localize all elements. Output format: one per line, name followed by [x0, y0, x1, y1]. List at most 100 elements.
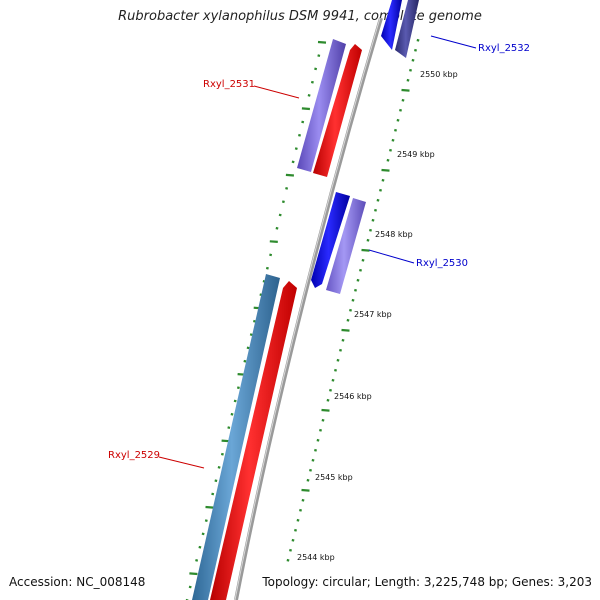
kbp-label-2548: 2548 kbp: [375, 230, 413, 239]
outer-ring-tick: [371, 218, 375, 222]
outer-ring-tick: [391, 138, 395, 142]
callout-rxyl-2531: [253, 85, 300, 99]
gene-rxyl-2530-arrow[interactable]: [311, 192, 350, 288]
outer-ring-tick: [361, 248, 370, 252]
inner-ring-tick: [246, 346, 250, 350]
outer-ring-tick: [414, 48, 417, 52]
outer-ring-tick: [381, 178, 385, 182]
topology-text: Topology: circular; Length: 3,225,748 bp…: [262, 575, 592, 589]
gene-rxyl-2529-arrow[interactable]: [210, 281, 297, 600]
inner-ring-tick: [301, 107, 310, 111]
inner-ring-tick: [189, 572, 198, 576]
outer-ring-tick: [311, 458, 315, 462]
outer-ring-tick: [341, 328, 350, 332]
outer-ring-tick: [349, 308, 352, 312]
outer-ring-tick: [376, 198, 380, 202]
inner-ring-tick: [275, 226, 279, 230]
gene-rxyl-2530[interactable]: [311, 192, 366, 294]
kbp-label-2544: 2544 kbp: [297, 553, 335, 562]
gene-label-rxyl-2529[interactable]: Rxyl_2529: [108, 450, 160, 461]
gene-rxyl-2531-arrow[interactable]: [313, 44, 362, 177]
inner-ring-tick: [269, 253, 273, 257]
outer-ring-tick: [321, 408, 330, 412]
tick-ring-outer: [286, 38, 420, 562]
outer-ring-tick: [341, 338, 345, 342]
outer-ring-tick: [286, 558, 290, 562]
callout-rxyl-2532: [430, 35, 477, 49]
outer-ring-tick: [374, 208, 377, 212]
inner-ring-tick: [265, 266, 269, 270]
outer-ring-tick: [389, 148, 392, 152]
outer-ring-tick: [394, 128, 397, 132]
inner-ring-tick: [201, 532, 205, 536]
gene-rxyl-2532[interactable]: [381, 0, 419, 58]
gene-rxyl-2532-companion[interactable]: [395, 0, 419, 58]
inner-ring-tick: [211, 492, 215, 496]
outer-ring-tick: [386, 158, 390, 162]
outer-ring-tick: [326, 398, 330, 402]
inner-ring-tick: [233, 399, 237, 403]
inner-ring-tick: [285, 187, 289, 190]
outer-ring-tick: [339, 348, 342, 352]
backbone-line: [234, 17, 383, 600]
gene-rxyl-2529[interactable]: [192, 274, 297, 600]
gene-label-rxyl-2530[interactable]: Rxyl_2530: [416, 258, 468, 269]
outer-ring-tick: [406, 78, 410, 82]
inner-ring-tick: [236, 386, 240, 390]
outer-ring-tick: [399, 108, 402, 112]
outer-ring-tick: [334, 368, 337, 372]
outer-ring-tick: [351, 298, 355, 302]
inner-ring-tick: [317, 40, 327, 44]
outer-ring-tick: [359, 268, 362, 272]
outer-ring-tick: [294, 528, 297, 532]
inner-ring-tick: [298, 133, 301, 137]
inner-ring-tick: [214, 479, 218, 483]
gene-label-rxyl-2532[interactable]: Rxyl_2532: [478, 43, 530, 54]
outer-ring-tick: [316, 438, 320, 442]
outer-ring-tick: [319, 428, 322, 432]
outer-ring-tick: [396, 118, 400, 122]
outer-ring-tick: [411, 58, 415, 62]
callout-rxyl-2530: [368, 249, 415, 264]
callout-rxyl-2529: [158, 456, 205, 469]
inner-ring-tick: [285, 173, 294, 177]
gene-rxyl-2531-companion[interactable]: [297, 39, 346, 172]
inner-ring-tick: [269, 240, 278, 243]
inner-ring-tick: [220, 452, 224, 456]
outer-ring-tick: [416, 38, 420, 42]
inner-ring-tick: [278, 213, 282, 217]
inner-ring-tick: [310, 80, 314, 84]
outer-ring-tick: [309, 468, 312, 472]
gene-rxyl-2531[interactable]: [297, 39, 362, 177]
kbp-label-2545: 2545 kbp: [315, 473, 353, 482]
inner-ring-tick: [249, 333, 253, 336]
inner-ring-tick: [204, 519, 208, 522]
outer-ring-tick: [409, 68, 412, 72]
inner-ring-tick: [227, 426, 231, 429]
outer-ring-tick: [361, 258, 365, 262]
outer-ring-tick: [356, 278, 360, 282]
accession-text: Accession: NC_008148: [9, 575, 146, 589]
outer-ring-tick: [296, 518, 300, 522]
gene-rxyl-2532-arrow[interactable]: [381, 0, 402, 50]
kbp-label-2549: 2549 kbp: [397, 150, 435, 159]
inner-ring-tick: [307, 94, 311, 97]
gene-rxyl-2530-companion[interactable]: [326, 198, 366, 294]
outer-ring-tick: [329, 388, 332, 392]
outer-ring-tick: [314, 448, 317, 452]
gene-rxyl-2529-companion[interactable]: [192, 274, 280, 600]
outer-ring-tick: [301, 488, 310, 492]
inner-ring-tick: [195, 559, 199, 562]
outer-ring-tick: [299, 508, 302, 512]
outer-ring-tick: [401, 98, 405, 102]
inner-ring-tick: [188, 585, 192, 589]
outer-ring-tick: [379, 188, 382, 192]
outer-ring-tick: [346, 318, 350, 322]
inner-ring-tick: [205, 505, 214, 509]
gene-label-rxyl-2531[interactable]: Rxyl_2531: [203, 79, 255, 90]
outer-ring-tick: [369, 228, 372, 232]
inner-ring-tick: [294, 147, 298, 150]
inner-ring-tick: [198, 545, 202, 549]
kbp-label-2550: 2550 kbp: [420, 70, 458, 79]
